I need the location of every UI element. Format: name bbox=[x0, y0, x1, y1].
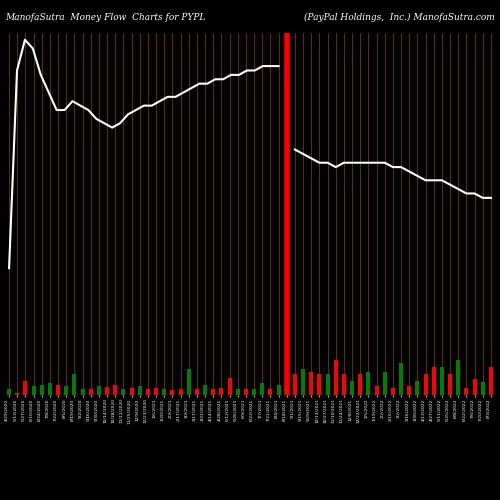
Bar bbox=[15, 394, 20, 395]
Text: (PayPal Holdings,  Inc.) ManofaSutra.com: (PayPal Holdings, Inc.) ManofaSutra.com bbox=[304, 12, 495, 22]
Bar bbox=[56, 384, 60, 395]
Bar bbox=[130, 388, 134, 395]
Bar bbox=[448, 374, 452, 395]
Bar bbox=[105, 387, 109, 395]
Bar bbox=[391, 388, 395, 395]
Bar bbox=[154, 388, 158, 395]
Bar bbox=[366, 372, 370, 395]
Bar bbox=[80, 389, 84, 395]
Bar bbox=[464, 388, 468, 395]
Bar bbox=[122, 389, 126, 395]
Bar bbox=[97, 386, 101, 395]
Bar bbox=[342, 374, 346, 395]
Bar bbox=[382, 372, 387, 395]
Bar bbox=[260, 384, 264, 395]
Bar bbox=[48, 384, 52, 395]
Bar bbox=[440, 367, 444, 395]
Bar bbox=[276, 384, 280, 395]
Bar bbox=[236, 389, 240, 395]
Text: ManofaSutra  Money Flow  Charts for PYPL: ManofaSutra Money Flow Charts for PYPL bbox=[5, 12, 205, 22]
Bar bbox=[113, 384, 117, 395]
Bar bbox=[358, 374, 362, 395]
Bar bbox=[334, 360, 338, 395]
Bar bbox=[456, 360, 460, 395]
Bar bbox=[220, 388, 224, 395]
Bar bbox=[203, 384, 207, 395]
Bar bbox=[293, 374, 297, 395]
Bar bbox=[7, 389, 11, 395]
Bar bbox=[178, 389, 182, 395]
Bar bbox=[432, 367, 436, 395]
Bar bbox=[407, 386, 412, 395]
Bar bbox=[40, 384, 44, 395]
Bar bbox=[24, 381, 28, 395]
Bar bbox=[228, 378, 232, 395]
Bar bbox=[195, 389, 199, 395]
Bar bbox=[489, 367, 493, 395]
Bar bbox=[146, 389, 150, 395]
Bar bbox=[301, 370, 305, 395]
Bar bbox=[268, 389, 272, 395]
Bar bbox=[424, 374, 428, 395]
Bar bbox=[309, 372, 314, 395]
Bar bbox=[244, 389, 248, 395]
Bar bbox=[64, 386, 68, 395]
Bar bbox=[252, 389, 256, 395]
Bar bbox=[480, 382, 485, 395]
Bar bbox=[32, 386, 36, 395]
Bar bbox=[162, 389, 166, 395]
Bar bbox=[472, 379, 476, 395]
Bar bbox=[186, 370, 191, 395]
Bar bbox=[326, 374, 330, 395]
Bar bbox=[211, 389, 216, 395]
Bar bbox=[350, 381, 354, 395]
Bar bbox=[170, 390, 174, 395]
Bar bbox=[318, 374, 322, 395]
Bar bbox=[72, 374, 76, 395]
Bar bbox=[88, 389, 93, 395]
Bar bbox=[416, 381, 420, 395]
Bar bbox=[399, 362, 403, 395]
Bar bbox=[138, 386, 142, 395]
Bar bbox=[374, 386, 378, 395]
